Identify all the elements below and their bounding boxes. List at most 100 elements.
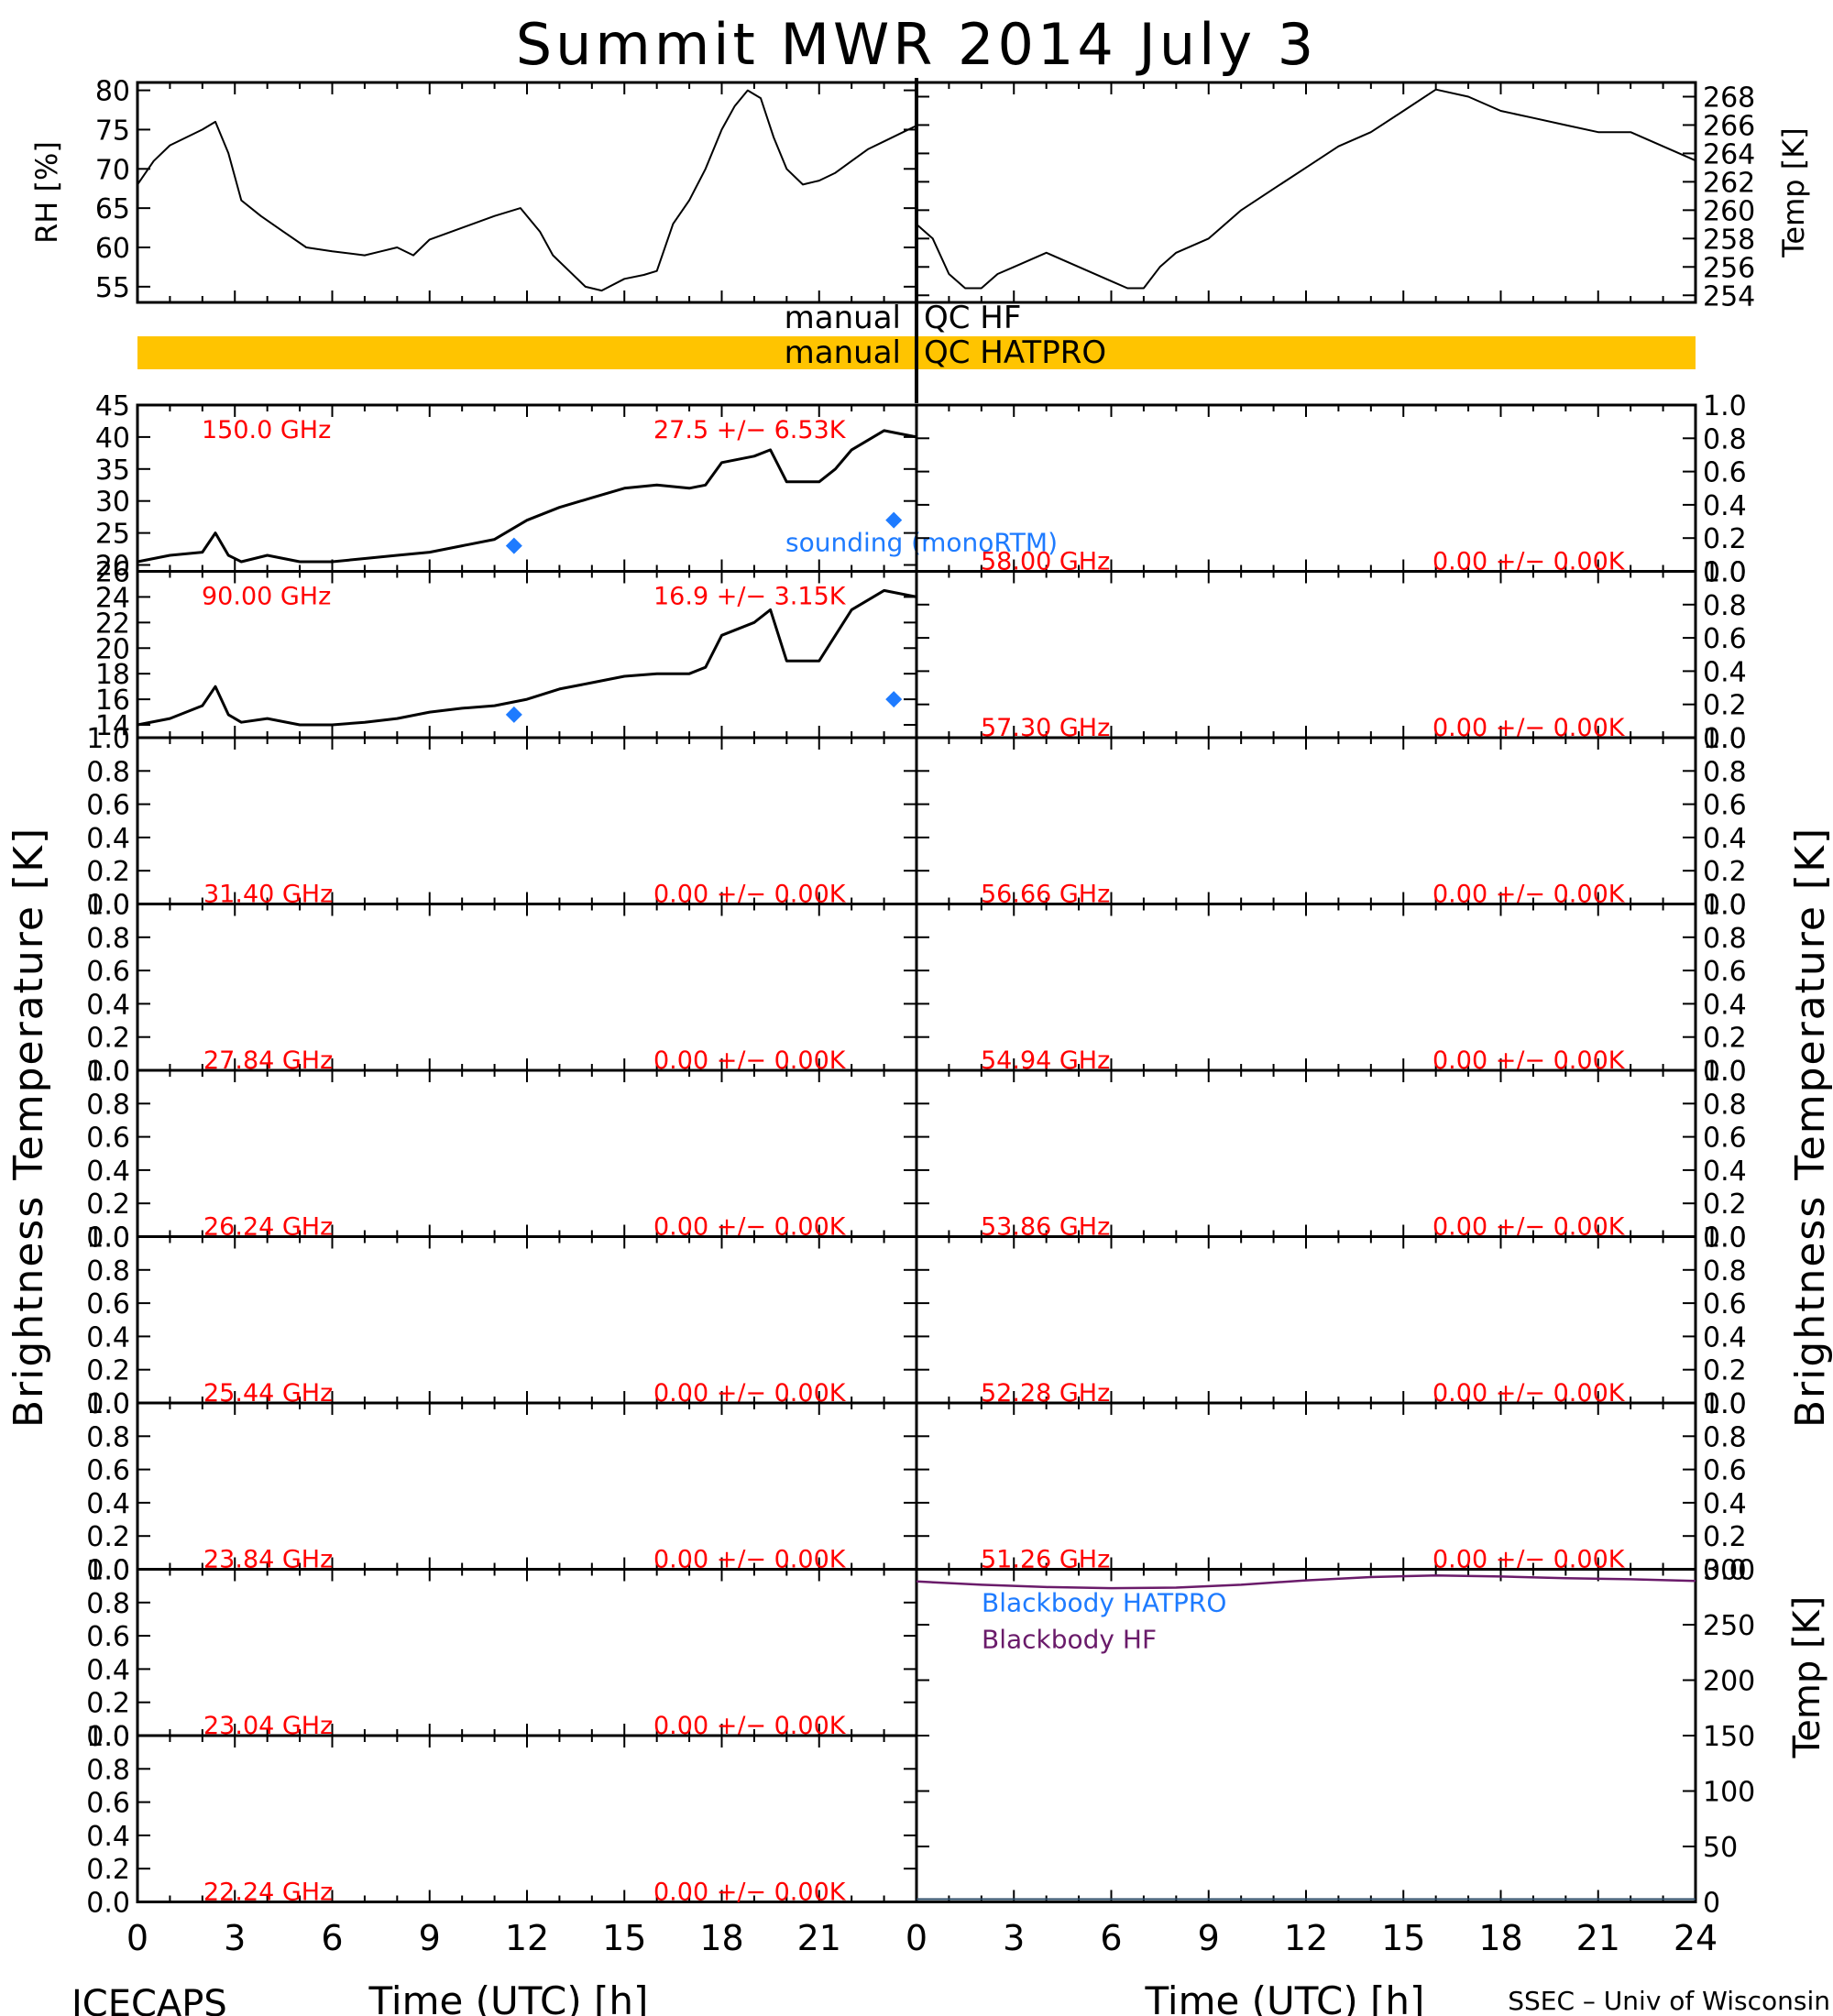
y-tick-label: 0.2	[86, 1189, 130, 1221]
freq-label: 150.0 GHz	[202, 416, 331, 444]
y-tick-label: 0.4	[86, 1821, 130, 1853]
y-tick-label: 70	[95, 154, 130, 186]
y-tick-label: 1.0	[1703, 390, 1747, 422]
tb-series-line-tb_90	[137, 588, 917, 727]
y-tick-label: 16	[95, 685, 130, 717]
y-tick-label: 0.0	[1703, 1056, 1747, 1088]
y-tick-label: 0.4	[1703, 490, 1747, 522]
y-tick-label: 1.0	[86, 1721, 130, 1753]
y-tick-label: 0.8	[86, 1754, 130, 1786]
y-tick-label: 0.8	[1703, 756, 1747, 788]
panel-frame-tb_27_84	[136, 903, 918, 1072]
y-tick-label: 0.6	[86, 790, 130, 822]
y-tick-label: 0.2	[1703, 1355, 1747, 1387]
panel-frame-tb_52_28	[915, 1235, 1697, 1405]
panel-frame-tb_23_04	[136, 1568, 918, 1737]
y-tick-label: 260	[1703, 195, 1755, 227]
y-tick-label: 0.0	[1703, 1222, 1747, 1255]
x-tick-label: 6	[1100, 1918, 1122, 1958]
y-tick-label: 0.6	[86, 956, 130, 988]
y-tick-label: 0.8	[1703, 1421, 1747, 1453]
y-tick-label: 268	[1703, 82, 1755, 114]
x-tick-label: 15	[1381, 1918, 1425, 1958]
y-tick-label: 150	[1703, 1721, 1755, 1753]
y-tick-label: 0.0	[1703, 890, 1747, 922]
y-tick-label: 1.0	[1703, 1056, 1747, 1088]
y-tick-label: 35	[95, 455, 130, 487]
y-tick-label: 80	[95, 76, 130, 108]
y-tick-label: 254	[1703, 280, 1755, 312]
y-tick-label: 1.0	[86, 1555, 130, 1587]
panel-frame-tb_25_44	[136, 1235, 918, 1405]
x-tick-label: 12	[505, 1918, 549, 1958]
panel-frame-tb_57_30	[915, 570, 1697, 740]
y-tick-label: 25	[95, 519, 130, 551]
y-tick-label: 50	[1703, 1832, 1738, 1864]
y-tick-label: 40	[95, 422, 130, 455]
y-tick-label: 0.2	[1703, 690, 1747, 722]
y-tick-label: 75	[95, 115, 130, 147]
x-tick-label: 12	[1284, 1918, 1328, 1958]
freq-label: 22.24 GHz	[203, 1879, 333, 1907]
x-tick-label: 0	[126, 1918, 148, 1958]
chart-title: Summit MWR 2014 July 3	[516, 11, 1317, 78]
panel-frame-tb_56_66	[915, 736, 1697, 905]
y-tick-label: 0.6	[86, 1788, 130, 1820]
y-tick-label: 0.8	[86, 1588, 130, 1620]
y-tick-label: 1.0	[86, 1222, 130, 1255]
y-tick-label: 18	[95, 659, 130, 691]
x-tick-label: 0	[906, 1918, 927, 1958]
x-tick-label: 21	[1576, 1918, 1620, 1958]
y-tick-label: 55	[95, 272, 130, 304]
panel-frame-tb_54_94	[915, 903, 1697, 1072]
y-tick-label: 0.6	[1703, 1288, 1747, 1320]
tb-ylabel-left: Brightness Temperature [K]	[5, 827, 52, 1428]
y-tick-label: 1.0	[1703, 890, 1747, 922]
footer-left: ICECAPS	[71, 1983, 227, 2016]
x-tick-label: 21	[797, 1918, 841, 1958]
y-tick-label: 1.0	[86, 890, 130, 922]
y-tick-label: 0.4	[1703, 656, 1747, 688]
panel-frame-tb_51_26	[915, 1401, 1697, 1571]
y-tick-label: 26	[95, 557, 130, 589]
y-tick-label: 45	[95, 390, 130, 422]
stats-label: 27.5 +/− 6.53K	[653, 416, 847, 444]
panels: 5560657075802542562582602622642662682025…	[86, 76, 1755, 1958]
air-temp-ylabel: Temp [K]	[1776, 127, 1811, 257]
y-tick-label: 0.0	[1703, 1388, 1747, 1420]
stats-label: 0.00 +/− 0.00K	[653, 1879, 847, 1907]
y-tick-label: 0.4	[86, 823, 130, 855]
y-tick-label: 0.4	[86, 989, 130, 1021]
y-tick-label: 0.0	[86, 1222, 130, 1255]
y-tick-label: 22	[95, 608, 130, 640]
y-tick-label: 0.8	[86, 1255, 130, 1287]
panel-frame-tb_23_84	[136, 1401, 918, 1571]
y-tick-label: 300	[1703, 1555, 1755, 1587]
y-tick-label: 0.0	[86, 1388, 130, 1420]
stats-label: 16.9 +/− 3.15K	[653, 583, 847, 611]
x-tick-label: 9	[419, 1918, 441, 1958]
y-tick-label: 0.6	[86, 1621, 130, 1653]
y-tick-label: 20	[95, 633, 130, 665]
sounding-marker	[505, 706, 522, 723]
x-tick-label: 15	[602, 1918, 646, 1958]
y-tick-label: 60	[95, 233, 130, 265]
y-tick-label: 1.0	[86, 723, 130, 755]
x-tick-label: 24	[1674, 1918, 1718, 1958]
y-tick-label: 0.2	[1703, 1189, 1747, 1221]
y-tick-label: 0.0	[1703, 557, 1747, 589]
panel-frame-tb_53_86	[915, 1068, 1697, 1238]
y-tick-label: 65	[95, 193, 130, 225]
y-tick-label: 0.2	[86, 1355, 130, 1387]
xlabel-right: Time (UTC) [h]	[1145, 1978, 1425, 2016]
y-tick-label: 0.2	[86, 1854, 130, 1886]
x-tick-label: 3	[1003, 1918, 1025, 1958]
panel-frame-tb_31_40	[136, 736, 918, 905]
y-tick-label: 0.8	[86, 756, 130, 788]
tb-series-line-tb_150	[137, 429, 917, 564]
blackbody-hf-line	[916, 1573, 1696, 1590]
panel-frame-tb_26_24	[136, 1068, 918, 1238]
y-tick-label: 0.2	[1703, 523, 1747, 555]
y-tick-label: 0.0	[86, 1721, 130, 1753]
